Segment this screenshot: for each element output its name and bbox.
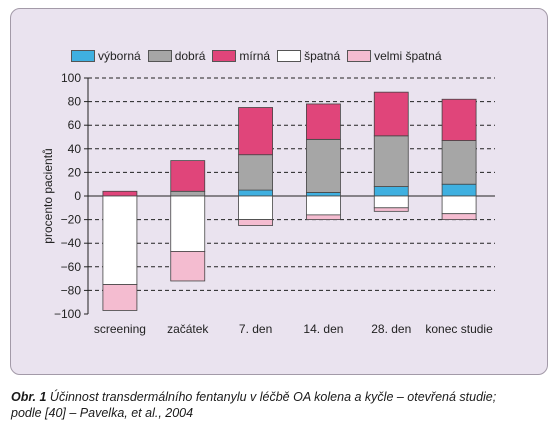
x-tick-label: začátek: [167, 322, 209, 336]
bar-segment: [441, 140, 477, 185]
y-tick-label: 0: [74, 189, 81, 203]
y-tick-label: 100: [61, 71, 81, 85]
bar-segment: [306, 195, 341, 216]
x-tick-label: 7. den: [239, 322, 272, 336]
y-tick-label: −20: [61, 213, 82, 227]
y-tick-label: 20: [68, 165, 82, 179]
legend-swatch: [212, 50, 237, 62]
legend-swatch: [71, 50, 95, 62]
y-tick-label: 40: [68, 142, 82, 156]
legend-item: mírná: [212, 49, 270, 63]
y-axis-label: procento pacientů: [41, 148, 55, 243]
y-tick-label: 80: [68, 95, 82, 109]
legend-label: mírná: [239, 49, 271, 63]
bar-segment: [238, 107, 273, 156]
bar-segment: [373, 91, 409, 137]
x-tick-label: screening: [94, 322, 146, 336]
legend-swatch: [147, 50, 172, 62]
x-tick-label: 28. den: [371, 322, 411, 336]
bar-segment: [306, 103, 341, 140]
bar-segment: [441, 183, 477, 197]
caption-text-2: podle [40] – Pavelka, et al., 2004: [11, 406, 194, 420]
x-tick-label: 14. den: [303, 322, 343, 336]
y-tick-label: −80: [61, 283, 82, 297]
bar-segment: [102, 195, 138, 285]
bar-segment: [238, 195, 273, 221]
legend-label: výborná: [98, 49, 141, 63]
legend-swatch: [277, 50, 302, 62]
bar-segment: [373, 186, 409, 197]
bar-segment: [306, 192, 341, 197]
legend-label: dobrá: [174, 49, 206, 63]
bar-segment: [170, 251, 206, 282]
bar-segment: [373, 195, 409, 209]
bar-segment: [441, 98, 477, 141]
bar-segment: [102, 284, 138, 311]
bar-segment: [170, 160, 206, 192]
legend-item: výborná: [71, 49, 141, 63]
bar-segment: [102, 190, 138, 197]
y-tick-label: −60: [61, 260, 82, 274]
bar-segment: [373, 135, 409, 187]
caption-label: Obr. 1: [11, 390, 47, 404]
y-tick-label: 60: [68, 118, 82, 132]
bar-segment: [238, 189, 273, 197]
legend-item: dobrá: [147, 49, 206, 63]
legend-label: špatná: [304, 49, 341, 63]
figure-caption: Obr. 1 Účinnost transdermálního fentanyl…: [11, 389, 547, 421]
legend-item: velmi špatná: [347, 49, 442, 63]
bar-segment: [441, 195, 477, 215]
bar-segment: [373, 207, 409, 212]
legend-swatch: [347, 50, 372, 62]
bar-segment: [238, 154, 273, 191]
y-tick-label: −40: [61, 236, 82, 250]
caption-text: Účinnost transdermálního fentanylu v léč…: [49, 390, 497, 404]
bar-segment: [306, 214, 341, 221]
bar-segment: [170, 190, 206, 197]
legend-label: velmi špatná: [374, 49, 442, 63]
legend: výborná dobrá mírná špatná velmi špatná: [71, 46, 442, 66]
y-tick-label: −100: [54, 307, 81, 321]
bar-segment: [170, 195, 206, 252]
x-tick-label: konec studie: [425, 322, 493, 336]
legend-item: špatná: [277, 49, 340, 63]
bar-segment: [441, 213, 477, 220]
chart: 100 80 60 40 20 0 −20 −40 −60 −80 −100 procento pac…: [41, 71, 495, 336]
bar-segment: [306, 138, 341, 193]
bar-segment: [238, 219, 273, 226]
